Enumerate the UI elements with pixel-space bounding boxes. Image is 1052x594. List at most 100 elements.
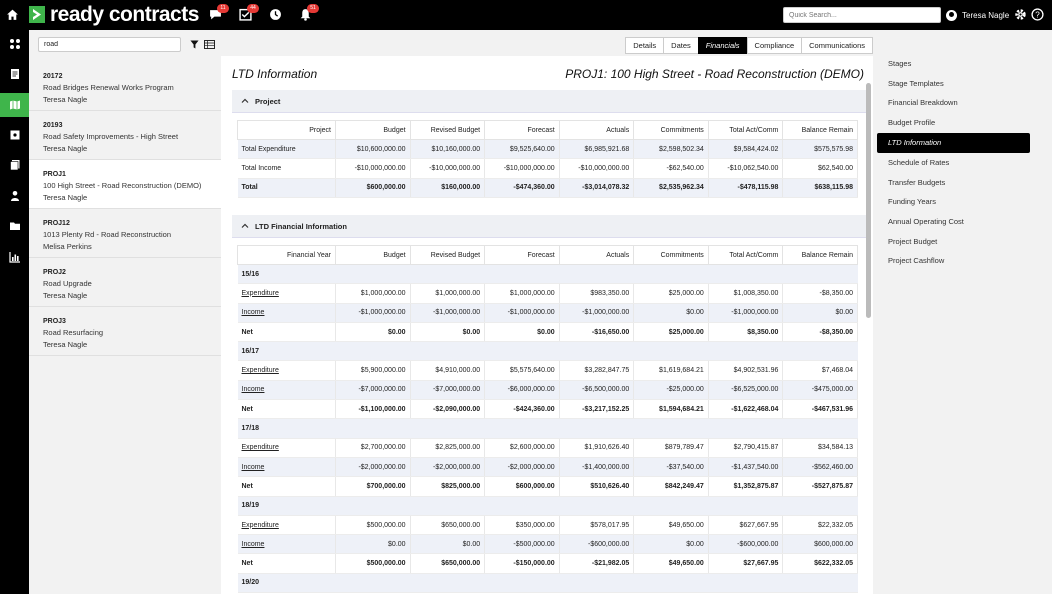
table-cell: $825,000.00: [410, 476, 486, 497]
app-logo[interactable]: ready contracts: [50, 3, 199, 26]
menu-item-schedule-of-rates[interactable]: Schedule of Rates: [888, 158, 950, 167]
box-icon: [10, 130, 19, 140]
row-label: Total Income: [237, 158, 336, 179]
table-cell: -$500,000.00: [484, 534, 560, 555]
project-owner: Melisa Perkins: [43, 242, 92, 251]
project-code: PROJ1: [43, 171, 66, 178]
folder-icon: [9, 222, 20, 230]
table-cell: -$474,360.00: [484, 178, 560, 198]
row-label: Net: [237, 399, 336, 420]
nav-contracts[interactable]: [0, 62, 29, 86]
list-item-selected[interactable]: PROJ1 100 High Street - Road Reconstruct…: [29, 160, 221, 209]
menu-item-ltd-information[interactable]: LTD Information: [877, 133, 1030, 153]
help-icon[interactable]: ?: [1031, 8, 1044, 21]
tab-financials[interactable]: Financials: [697, 37, 748, 54]
expenditure-link[interactable]: Expenditure: [241, 367, 279, 375]
project-search-input[interactable]: [38, 37, 181, 52]
income-link[interactable]: Income: [241, 540, 265, 548]
project-section-header[interactable]: Project: [232, 90, 866, 113]
income-link[interactable]: Income: [241, 463, 265, 471]
table-row: Income $0.00 $0.00 -$500,000.00 -$600,000.00…: [237, 534, 858, 555]
ltd-section-header[interactable]: LTD Financial Information: [232, 215, 866, 238]
menu-item-project-cashflow[interactable]: Project Cashflow: [888, 256, 945, 265]
menu-item-financial-breakdown[interactable]: Financial Breakdown: [888, 98, 958, 107]
list-item[interactable]: PROJ12 1013 Plenty Rd - Road Reconstruct…: [29, 209, 221, 258]
nav-analytics[interactable]: [0, 245, 29, 269]
table-cell: $0.00: [633, 534, 709, 555]
tab-dates[interactable]: Dates: [663, 37, 699, 54]
bar-chart-icon: [8, 252, 20, 263]
table-cell: $5,900,000.00: [335, 360, 411, 381]
tab-compliance[interactable]: Compliance: [746, 37, 803, 54]
menu-item-budget-profile[interactable]: Budget Profile: [888, 118, 936, 127]
table-cell: -$10,000,000.00: [410, 158, 486, 179]
table-cell: -$10,000,000.00: [559, 158, 635, 179]
section-title: Project: [255, 96, 281, 106]
income-link[interactable]: Income: [241, 309, 265, 317]
table-cell: $0.00: [410, 534, 486, 555]
row-label: Net: [237, 553, 336, 574]
nav-contacts[interactable]: [0, 184, 29, 208]
menu-item-project-budget[interactable]: Project Budget: [888, 237, 938, 246]
nav-reports[interactable]: [0, 153, 29, 177]
content-panel: LTD Information PROJ1: 100 High Street -…: [221, 56, 873, 594]
user-menu[interactable]: Teresa Nagle: [946, 8, 1009, 22]
column-header: Total Act/Comm: [707, 245, 784, 265]
list-item[interactable]: 20193 Road Safety Improvements - High St…: [29, 111, 221, 160]
table-cell: $0.00: [335, 534, 411, 555]
table-cell: $627,667.95: [708, 515, 784, 536]
copy-icon: [9, 160, 19, 171]
project-name: Road Bridges Renewal Works Program: [43, 83, 174, 92]
messages-icon[interactable]: [209, 8, 222, 21]
column-header: Revised Budget: [409, 245, 486, 265]
table-cell: -$467,531.96: [782, 399, 858, 420]
menu-item-funding-years[interactable]: Funding Years: [888, 197, 936, 206]
table-row: Expenditure $1,000,000.00 $1,000,000.00 $1,…: [237, 283, 858, 304]
table-cell: -$62,540.00: [633, 158, 709, 179]
list-item[interactable]: PROJ2 Road Upgrade Teresa Nagle: [29, 258, 221, 307]
filter-icon[interactable]: [190, 40, 199, 49]
tab-details[interactable]: Details: [625, 37, 665, 54]
table-row: Income -$7,000,000.00 -$7,000,000.00 -$6,00…: [237, 380, 858, 401]
table-cell: -$2,000,000.00: [335, 457, 411, 478]
menu-item-stages[interactable]: Stages: [888, 59, 912, 68]
tab-communications[interactable]: Communications: [801, 37, 873, 54]
tasks-icon[interactable]: [239, 8, 252, 21]
gear-icon[interactable]: [1014, 8, 1027, 21]
expenditure-link[interactable]: Expenditure: [241, 521, 279, 529]
list-item[interactable]: 20172 Road Bridges Renewal Works Program…: [29, 62, 221, 111]
expenditure-link[interactable]: Expenditure: [241, 289, 279, 297]
quick-search-input[interactable]: [783, 7, 941, 23]
clock-icon[interactable]: [269, 8, 282, 21]
table-cell: $2,535,962.34: [633, 178, 709, 198]
income-link[interactable]: Income: [241, 386, 265, 394]
row-label: Expenditure: [237, 360, 336, 381]
nav-documents[interactable]: [0, 214, 29, 238]
table-cell: $0.00: [484, 322, 560, 343]
vertical-scrollbar[interactable]: [866, 83, 871, 318]
table-cell: $600,000.00: [484, 476, 560, 497]
table-cell: $1,008,350.00: [708, 283, 784, 304]
table-cell: $600,000.00: [782, 534, 858, 555]
nav-assets[interactable]: [0, 123, 29, 147]
table-cell: -$1,100,000.00: [335, 399, 411, 420]
row-label: Expenditure: [237, 283, 336, 304]
tab-bar: Details Dates Financials Compliance Comm…: [625, 37, 873, 54]
nav-dashboard[interactable]: [0, 32, 29, 56]
list-item[interactable]: PROJ3 Road Resurfacing Teresa Nagle: [29, 307, 221, 356]
table-cell: $9,584,424.02: [708, 139, 784, 160]
menu-item-annual-operating-cost[interactable]: Annual Operating Cost: [888, 217, 964, 226]
menu-item-stage-templates[interactable]: Stage Templates: [888, 79, 944, 88]
table-row: Net $500,000.00 $650,000.00 -$150,000.00 -$2…: [237, 553, 858, 574]
nav-projects[interactable]: [0, 93, 29, 117]
table-cell: $638,115.98: [782, 178, 858, 198]
home-icon[interactable]: [6, 8, 19, 21]
expenditure-link[interactable]: Expenditure: [241, 444, 279, 452]
table-cell: $500,000.00: [335, 515, 411, 536]
year-group-row: 15/16: [237, 264, 858, 285]
table-cell: $1,910,626.40: [559, 438, 635, 458]
main-content: Details Dates Financials Compliance Comm…: [221, 30, 877, 594]
table-cell: $5,575,640.00: [484, 360, 560, 381]
table-view-icon[interactable]: [204, 40, 215, 49]
menu-item-transfer-budgets[interactable]: Transfer Budgets: [888, 178, 946, 187]
